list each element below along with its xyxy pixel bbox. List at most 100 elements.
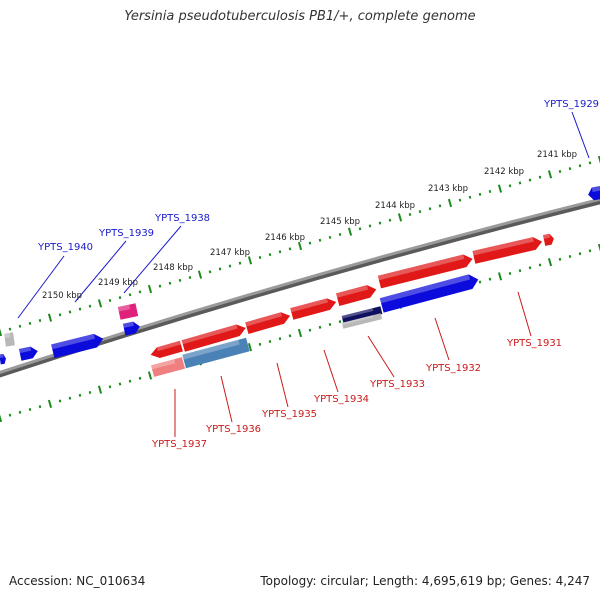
inner-track-tick <box>258 342 262 346</box>
outer-track-tick <box>458 198 462 202</box>
gene-ypts-1936-shine <box>181 324 238 345</box>
gene-navy-body <box>341 306 383 324</box>
gene-ypts-1938-fwd <box>122 321 140 336</box>
outer-track-tick <box>328 235 332 239</box>
leader-reverse <box>220 375 233 423</box>
gene-gray-under <box>341 313 383 329</box>
backbone-shadow <box>0 198 600 378</box>
inner-track-tick <box>118 382 122 386</box>
inner-track-tick <box>128 379 132 383</box>
inner-track-tick <box>297 328 303 338</box>
kbp-label: 2146 kbp <box>265 233 305 243</box>
outer-track-tick <box>197 270 203 279</box>
inner-track-tick <box>278 337 282 341</box>
outer-track-tick <box>118 296 122 300</box>
gene-ypts-1937 <box>150 340 183 358</box>
inner-track-tick <box>318 325 322 329</box>
gene-gray-under-body <box>341 313 383 329</box>
inner-track-tick <box>588 249 592 253</box>
inner-track-tick <box>488 277 492 281</box>
gene-label-forward: YPTS_1929 <box>543 99 599 110</box>
outer-tick-track <box>0 155 600 337</box>
outer-track-tick <box>428 207 432 211</box>
outer-track-tick <box>397 213 403 222</box>
gene-blue-edge-shine <box>0 353 4 358</box>
gene-ypts-1929-body <box>588 185 600 201</box>
outer-track-tick <box>338 233 342 237</box>
inner-track-tick <box>68 396 72 400</box>
gene-ypts-1938-pink <box>117 303 139 320</box>
label-leaders <box>17 111 590 437</box>
gene-ypts-1929-shine <box>591 185 600 192</box>
outer-track-tick <box>88 304 92 308</box>
outer-track-tick <box>278 250 282 254</box>
gene-label-reverse: YPTS_1936 <box>205 424 261 435</box>
gene-salmon-shine <box>150 359 176 370</box>
map-title: Yersinia pseudotuberculosis PB1/+, compl… <box>124 9 476 24</box>
gene-small-red-shine <box>542 233 551 239</box>
accession-text: Accession: NC_010634 <box>9 574 146 588</box>
gene-ypts-1937-body <box>150 340 183 358</box>
topology-summary: Topology: circular; Length: 4,695,619 bp… <box>260 574 590 588</box>
inner-track-tick <box>138 376 142 380</box>
outer-track-tick <box>508 184 512 188</box>
outer-track-tick <box>528 178 532 182</box>
inner-track-tick <box>338 320 342 324</box>
inner-track-tick <box>578 252 582 256</box>
gene-label-forward: YPTS_1939 <box>98 228 154 239</box>
outer-track-tick <box>128 293 132 297</box>
gene-navy-shine <box>341 308 374 319</box>
gene-label-reverse: YPTS_1937 <box>151 439 207 450</box>
gene-label-reverse: YPTS_1931 <box>506 338 562 349</box>
outer-track-tick <box>28 321 32 325</box>
outer-track-tick <box>188 276 192 280</box>
gene-label-reverse: YPTS_1934 <box>313 394 369 405</box>
gene-label-forward: YPTS_1940 <box>37 242 93 253</box>
outer-track-tick <box>408 212 412 216</box>
inner-track-tick <box>328 322 332 327</box>
gene-blue-edge-body <box>0 353 6 365</box>
gene-gray-left <box>4 332 15 347</box>
outer-track-tick <box>8 327 12 331</box>
outer-track-tick <box>178 278 182 282</box>
kbp-label: 2147 kbp <box>210 248 250 258</box>
kbp-label: 2142 kbp <box>484 167 524 177</box>
leader-reverse <box>323 349 339 393</box>
inner-tick-track <box>0 243 600 423</box>
outer-track-tick <box>308 241 312 245</box>
outer-track-tick <box>68 310 72 314</box>
outer-track-tick <box>297 241 303 251</box>
gene-salmon <box>150 357 186 377</box>
gene-steel-shine <box>182 339 240 360</box>
gene-label-reverse: YPTS_1932 <box>425 363 481 374</box>
inner-track-tick <box>597 243 600 252</box>
outer-track-tick <box>438 204 442 208</box>
gene-ypts-1931-body <box>472 237 543 264</box>
inner-track-tick <box>538 263 542 267</box>
outer-track-tick <box>218 267 222 271</box>
inner-track-tick <box>497 272 503 281</box>
gene-features <box>0 185 600 377</box>
outer-track-tick <box>497 184 503 193</box>
gene-blue-small-body <box>18 346 38 361</box>
gene-salmon-body <box>150 357 186 377</box>
gene-ypts-1932-fwd-body <box>379 274 479 313</box>
outer-track-tick <box>0 328 3 337</box>
gene-ypts-1933-body <box>335 285 377 306</box>
outer-track-tick <box>258 255 262 259</box>
outer-track-tick <box>18 324 22 328</box>
kbp-label: 2145 kbp <box>320 217 360 227</box>
inner-track-tick <box>108 385 112 389</box>
gene-ypts-1935-body <box>245 312 291 334</box>
gene-gray-under-shine <box>341 315 374 325</box>
gene-label-reverse: YPTS_1933 <box>369 379 425 390</box>
leader-forward <box>74 240 127 303</box>
gene-steel-body <box>182 337 250 369</box>
kbp-label: 2143 kbp <box>428 184 468 194</box>
outer-track-tick <box>97 299 103 308</box>
outer-track-tick <box>578 164 582 168</box>
inner-track-tick <box>78 393 82 397</box>
inner-track-tick <box>558 257 562 261</box>
gene-gray-left-body <box>4 332 15 347</box>
outer-track-tick <box>568 167 572 171</box>
